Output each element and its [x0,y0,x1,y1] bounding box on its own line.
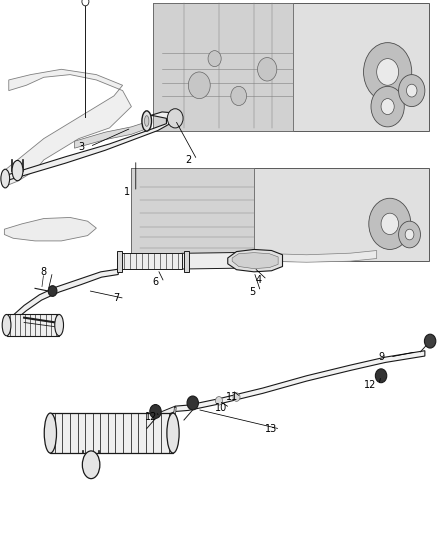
Polygon shape [4,112,180,181]
Text: 3: 3 [78,142,84,151]
Polygon shape [123,406,175,429]
Circle shape [233,393,240,401]
Text: 1: 1 [124,187,130,197]
Polygon shape [232,253,278,269]
Ellipse shape [82,451,100,479]
Text: 9: 9 [378,352,384,362]
Polygon shape [4,217,96,241]
Circle shape [399,75,425,107]
Ellipse shape [2,314,11,336]
FancyBboxPatch shape [153,3,429,131]
Circle shape [381,213,399,235]
Circle shape [82,0,89,6]
Bar [50,413,173,453]
Text: 6: 6 [152,278,159,287]
Circle shape [208,51,221,67]
Text: 8: 8 [41,267,47,277]
Circle shape [381,99,394,115]
Ellipse shape [12,160,23,181]
Text: 13: 13 [265,424,278,434]
Circle shape [167,109,183,128]
Polygon shape [74,123,145,148]
Text: 2: 2 [185,155,191,165]
Ellipse shape [44,413,57,453]
Text: 11: 11 [226,392,238,402]
Text: 12: 12 [145,412,157,422]
FancyBboxPatch shape [153,3,293,131]
Ellipse shape [167,413,179,453]
Circle shape [369,198,411,249]
Bar [117,251,122,272]
Text: 12: 12 [364,380,376,390]
Text: 10: 10 [215,403,227,413]
Circle shape [399,221,420,248]
Polygon shape [263,251,377,262]
Circle shape [231,86,247,106]
Circle shape [405,229,414,240]
Circle shape [258,58,277,81]
Circle shape [424,334,436,348]
Text: 4: 4 [255,275,261,285]
Ellipse shape [145,116,149,126]
Circle shape [375,369,387,383]
Circle shape [364,43,412,101]
Circle shape [406,84,417,97]
Circle shape [187,396,198,410]
Ellipse shape [142,111,152,131]
Polygon shape [228,249,283,272]
Text: 5: 5 [249,287,255,296]
Circle shape [215,397,223,405]
Circle shape [188,72,210,99]
Ellipse shape [55,314,64,336]
Circle shape [371,86,404,127]
Polygon shape [7,269,118,324]
Polygon shape [4,69,131,187]
Circle shape [377,59,399,85]
Text: 7: 7 [113,294,119,303]
Circle shape [48,286,57,296]
Bar [120,253,182,269]
FancyBboxPatch shape [131,168,254,261]
FancyBboxPatch shape [131,168,429,261]
Polygon shape [175,351,425,411]
Circle shape [150,405,161,418]
Bar [7,314,59,336]
Bar [184,251,189,272]
Ellipse shape [1,169,10,188]
